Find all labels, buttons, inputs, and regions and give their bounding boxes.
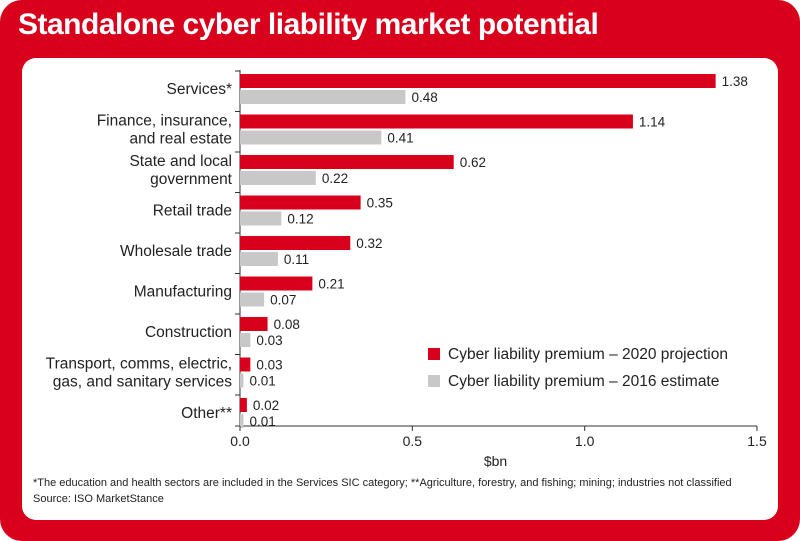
bar-2016-estimate [240,333,251,347]
data-label: 0.07 [270,293,296,308]
data-label: 0.22 [322,171,348,186]
bar-2020-projection [240,195,361,210]
data-label: 0.12 [287,212,313,227]
data-label: 0.02 [253,398,279,413]
x-tick-label: 0.0 [230,433,250,449]
data-label: 0.35 [367,196,393,211]
category-label: Finance, insurance, [97,113,232,130]
category-label: State and local [129,153,232,170]
data-label: 0.62 [460,155,486,170]
bar-2016-estimate [240,414,244,428]
category-label: Other** [181,405,232,422]
x-tick-label: 1.0 [575,433,595,449]
x-tick-label: 1.5 [747,433,767,449]
category-label: Services* [167,81,232,98]
bar-2020-projection [240,155,454,169]
legend-label: Cyber liability premium – 2020 projectio… [448,346,728,363]
bar-2016-estimate [240,130,382,145]
category-label: and real estate [129,131,232,148]
bar-2020-projection [240,276,313,291]
bar-2020-projection [240,317,268,331]
legend-swatch [428,375,440,387]
bar-2020-projection [240,357,251,372]
legend-swatch [428,348,440,360]
category-label: Retail trade [153,203,232,220]
data-label: 0.03 [256,358,282,373]
data-label: 0.48 [411,90,437,105]
data-label: 0.01 [249,374,275,389]
data-label: 0.21 [318,277,344,292]
bar-2020-projection [240,236,351,250]
category-label: Wholesale trade [120,243,232,260]
category-label: Manufacturing [134,284,232,301]
category-label: Transport, comms, electric, [46,356,232,373]
bar-2020-projection [240,74,716,88]
chart-panel [22,58,778,520]
data-label: 1.38 [722,74,748,89]
data-label: 0.11 [284,252,309,267]
bar-2016-estimate [240,292,265,307]
chart-title: Standalone cyber liability market potent… [18,8,599,41]
data-label: 0.08 [274,317,300,332]
data-label: 0.01 [249,414,275,429]
bar-2020-projection [240,114,633,129]
x-tick-label: 0.5 [403,433,423,449]
legend-label: Cyber liability premium – 2016 estimate [448,373,719,390]
bar-2016-estimate [240,211,282,226]
data-label: 0.03 [256,333,282,348]
bar-2016-estimate [240,90,406,104]
chart-footnote: *The education and health sectors are in… [33,477,732,489]
category-label: government [150,171,233,188]
data-label: 0.41 [387,131,413,146]
bar-2016-estimate [240,252,278,266]
data-label: 0.32 [356,236,382,251]
data-label: 1.14 [639,115,666,130]
category-label: Construction [145,324,232,341]
category-label: gas, and sanitary services [53,374,232,391]
bar-2020-projection [240,398,247,412]
chart-source: Source: ISO MarketStance [33,493,164,505]
bar-2016-estimate [240,373,244,388]
x-axis-title: $bn [484,453,507,469]
bar-2016-estimate [240,171,316,185]
